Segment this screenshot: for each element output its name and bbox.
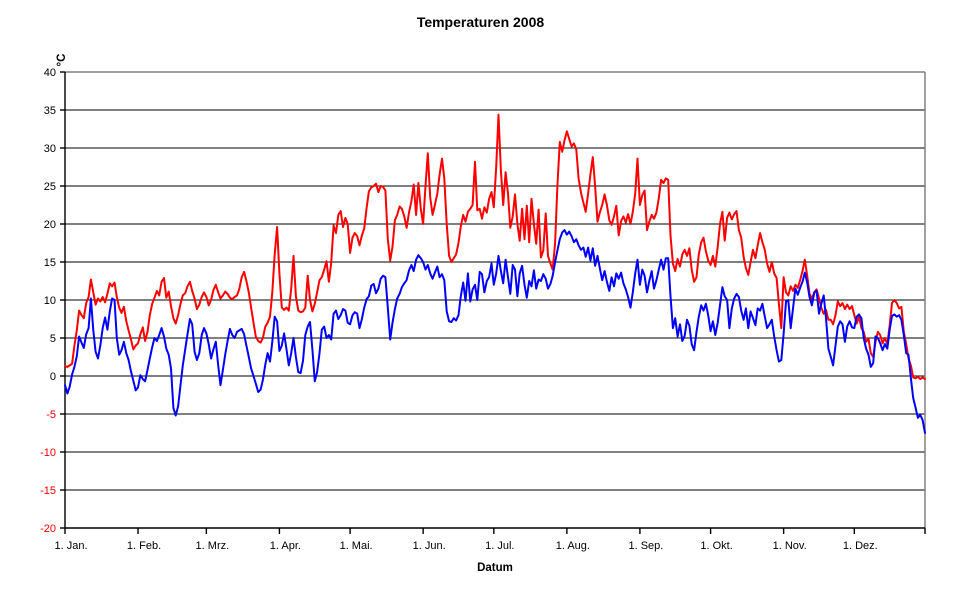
y-tick-label: 0: [50, 371, 56, 383]
y-tick-label: 10: [44, 295, 56, 307]
x-tick-label: 1. Jun.: [413, 540, 446, 552]
x-tick-label: 1. Okt.: [700, 540, 732, 552]
y-tick-label: -15: [40, 485, 56, 497]
y-tick-label: -10: [40, 447, 56, 459]
x-tick-label: 1. Jan.: [54, 540, 87, 552]
x-tick-label: 1. Mrz.: [196, 540, 230, 552]
x-tick-label: 1. Apr.: [270, 540, 301, 552]
x-tick-label: 1. Sep.: [628, 540, 663, 552]
y-tick-label: 35: [44, 105, 56, 117]
x-tick-label: 1. Aug.: [556, 540, 590, 552]
x-tick-label: 1. Dez.: [843, 540, 878, 552]
blaue-kurve-tagesminimum-line: [64, 229, 926, 434]
x-axis-title: Datum: [477, 562, 513, 574]
x-tick-label: 1. Jul.: [485, 540, 514, 552]
rote-kurve-tagesmaximum-line: [64, 113, 926, 380]
y-tick-label: 40: [44, 67, 56, 79]
chart-title: Temperaturen 2008: [416, 14, 545, 30]
y-tick-label: -20: [40, 523, 56, 535]
y-tick-label: 30: [44, 143, 56, 155]
y-tick-label: 5: [50, 333, 56, 345]
x-tick-label: 1. Mai.: [340, 540, 373, 552]
x-tick-label: 1. Feb.: [127, 540, 161, 552]
y-tick-label: 15: [44, 257, 56, 269]
x-tick-label: 1. Nov.: [773, 540, 807, 552]
y-tick-label: 25: [44, 181, 56, 193]
y-tick-label: -5: [46, 409, 56, 421]
y-tick-label: 20: [44, 219, 56, 231]
